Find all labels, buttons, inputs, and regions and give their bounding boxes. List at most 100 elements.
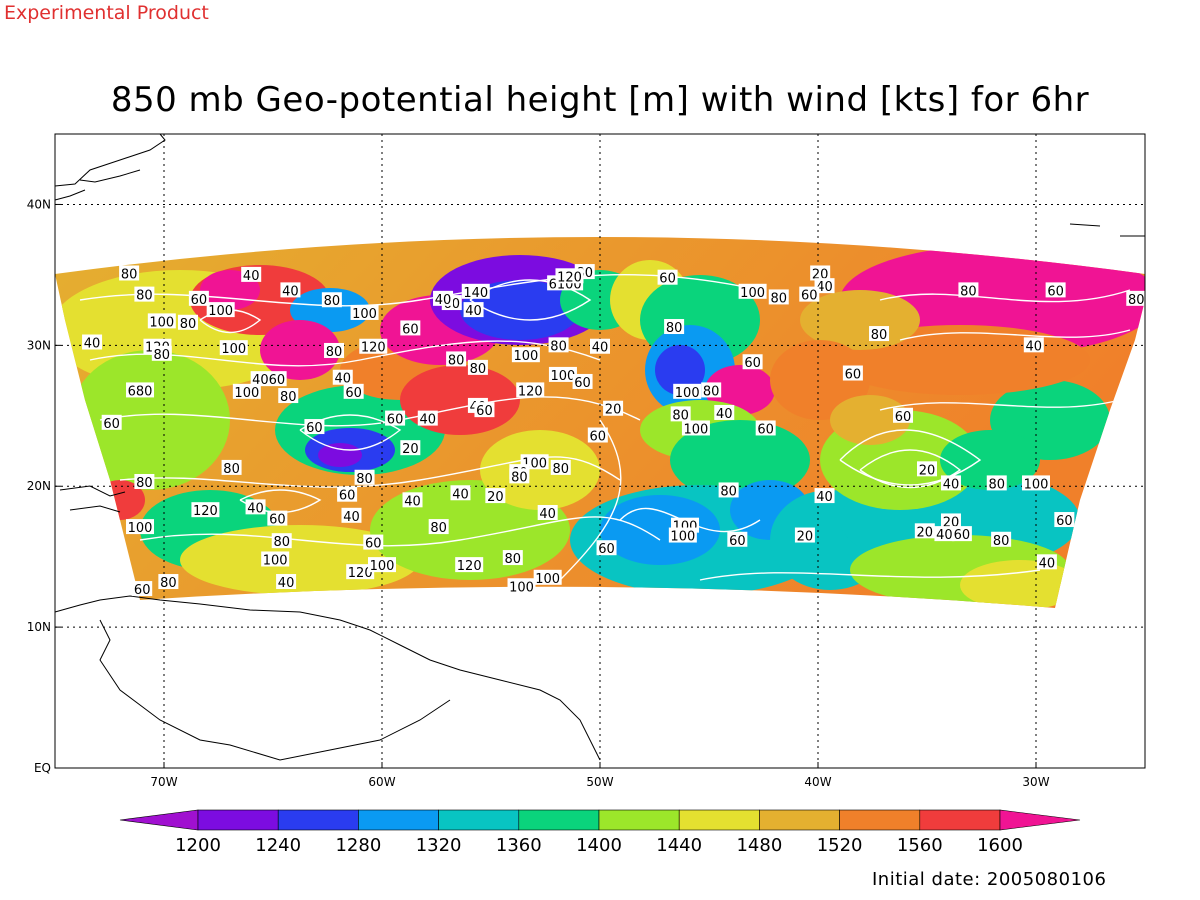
contour-label: 60 <box>385 410 406 428</box>
svg-text:40: 40 <box>465 304 482 319</box>
svg-text:40: 40 <box>343 510 360 525</box>
contour-label: 40 <box>537 504 558 522</box>
contour-label: 40 <box>341 507 362 525</box>
contour-label: 60 <box>951 526 972 543</box>
contour-label: 100 <box>350 304 379 322</box>
contour-label: 80 <box>548 337 569 354</box>
svg-text:100: 100 <box>221 342 246 357</box>
svg-text:100: 100 <box>509 580 534 595</box>
contour-label: 40 <box>814 488 835 505</box>
colorbar-label: 1240 <box>255 835 301 856</box>
svg-text:120: 120 <box>518 384 543 399</box>
contour-label: 80 <box>768 289 789 306</box>
svg-text:60: 60 <box>191 293 208 308</box>
contour-label: 80 <box>158 574 179 591</box>
contour-label: 40 <box>450 485 471 502</box>
svg-text:120: 120 <box>457 559 482 574</box>
contour-label: 40 <box>590 338 610 356</box>
svg-text:40: 40 <box>592 341 609 356</box>
colorbar-label: 1360 <box>496 835 542 856</box>
svg-text:60: 60 <box>659 272 676 287</box>
contour-label: 40 <box>276 574 297 591</box>
contour-label: 80 <box>177 314 198 332</box>
contour-label: 80 <box>151 345 172 363</box>
contour-label: 80 <box>869 326 890 343</box>
contour-label: 100 <box>1022 475 1050 492</box>
lon-tick-label: 40W <box>804 775 831 789</box>
contour-label: 80 <box>428 519 449 536</box>
contour-label: 80 <box>664 319 685 336</box>
contour-label: 80 <box>670 406 691 423</box>
contour-label: 20 <box>917 461 937 478</box>
contour-label: 100 <box>206 302 235 319</box>
colorbar-box <box>919 809 1001 831</box>
contour-label: 40 <box>1023 337 1044 354</box>
svg-text:80: 80 <box>280 390 297 405</box>
colorbar-box <box>518 809 600 831</box>
contour-label: 80 <box>1126 290 1147 308</box>
colorbar-box <box>197 809 279 831</box>
colorbar-box <box>839 809 921 831</box>
svg-text:80: 80 <box>960 284 977 299</box>
colorbar-label: 1400 <box>576 835 622 856</box>
contour-label: 40 <box>934 526 955 543</box>
contour-label: 100 <box>673 383 702 401</box>
contour-label: 80 <box>550 459 571 477</box>
colorbar-label: 1200 <box>175 835 221 856</box>
lat-tick-label: 40N <box>27 197 51 211</box>
contour-label: 40 <box>241 266 262 284</box>
svg-text:60: 60 <box>476 404 493 419</box>
svg-text:20: 20 <box>917 525 934 540</box>
svg-text:40: 40 <box>282 284 299 299</box>
svg-text:40: 40 <box>420 413 437 428</box>
svg-text:20: 20 <box>919 463 936 478</box>
svg-text:100: 100 <box>234 386 259 401</box>
contour-label: 120 <box>346 564 375 581</box>
coastlines <box>54 133 1145 761</box>
svg-text:40: 40 <box>539 507 556 522</box>
contour-label: 40 <box>245 499 266 516</box>
colorbar-label: 1600 <box>977 835 1023 856</box>
contour-label: 80 <box>321 292 342 309</box>
svg-text:20: 20 <box>402 442 419 457</box>
contour-label: 60 <box>400 320 421 337</box>
svg-text:40: 40 <box>816 490 833 505</box>
contour-label: 40 <box>280 282 301 299</box>
svg-text:80: 80 <box>871 328 888 343</box>
lon-tick-label: 70W <box>150 775 177 789</box>
colorbar-label: 1560 <box>897 835 943 856</box>
contour-label: 60 <box>799 286 820 304</box>
contour-label: 60 <box>343 383 364 401</box>
contour-label: 140 <box>461 283 490 301</box>
svg-text:60: 60 <box>345 386 362 401</box>
svg-text:100: 100 <box>128 521 153 536</box>
contour-label: 80 <box>278 388 299 405</box>
svg-text:60: 60 <box>801 289 818 304</box>
contour-label: 40 <box>1036 554 1057 571</box>
contour-label: 40 <box>402 492 423 509</box>
contour-label: 60 <box>842 365 863 383</box>
svg-text:100: 100 <box>675 386 700 401</box>
initial-date: Initial date: 2005080106 <box>872 869 1107 890</box>
svg-text:40: 40 <box>247 501 264 516</box>
svg-text:40: 40 <box>716 407 733 422</box>
svg-text:100: 100 <box>352 307 377 322</box>
svg-text:80: 80 <box>180 317 197 332</box>
contour-label: 80 <box>509 468 530 485</box>
contour-label: 40 <box>417 410 438 428</box>
contour-label: 60 <box>1054 512 1075 529</box>
lon-tick-label: 50W <box>586 775 613 789</box>
contour-label: 100 <box>368 557 396 574</box>
svg-text:80: 80 <box>993 534 1010 549</box>
contour-label: 100 <box>548 366 577 384</box>
colorbar-box <box>358 809 439 831</box>
colorbar-box <box>438 809 520 831</box>
contour-label: 120 <box>359 338 388 356</box>
contour-label: 80 <box>991 531 1012 549</box>
contour-label: 80 <box>502 550 523 567</box>
lat-tick-label: 20N <box>27 479 51 493</box>
svg-text:80: 80 <box>430 521 447 536</box>
svg-text:60: 60 <box>1056 514 1073 529</box>
svg-text:40: 40 <box>816 280 833 295</box>
svg-text:80: 80 <box>273 535 290 550</box>
